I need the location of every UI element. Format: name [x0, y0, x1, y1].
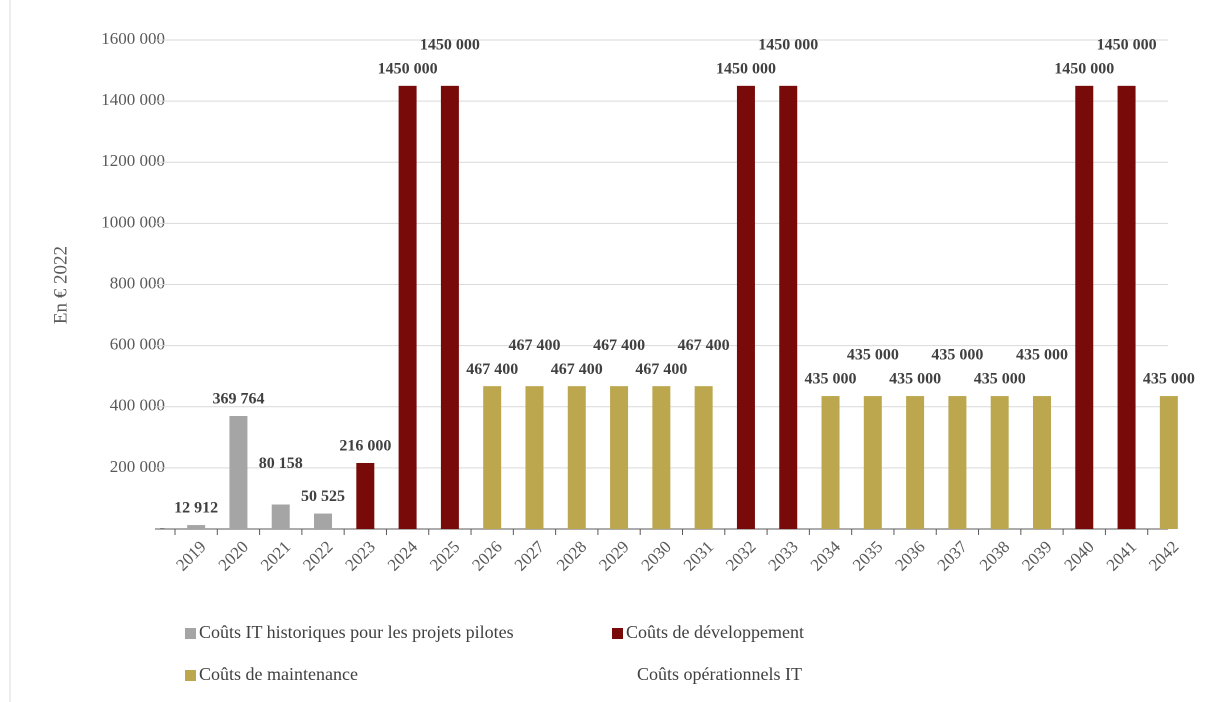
bar [694, 386, 713, 529]
data-label: 435 000 [974, 371, 1026, 388]
data-label: 80 158 [259, 455, 303, 472]
bar [271, 504, 290, 529]
y-tick-label: - [159, 518, 165, 537]
data-label: 50 525 [301, 488, 345, 505]
data-label: 12 912 [174, 500, 218, 517]
bar [610, 386, 629, 529]
data-label: 435 000 [931, 347, 983, 364]
bar [229, 415, 248, 529]
legend-label: Coûts IT historiques pour les projets pi… [199, 622, 514, 642]
y-tick-label: 600 000 [110, 335, 165, 354]
bar [906, 396, 925, 529]
x-tick-label: 2032 [722, 537, 759, 574]
data-label: 1450 000 [758, 37, 818, 54]
data-label: 216 000 [339, 438, 391, 455]
x-tick-label: 2021 [257, 537, 294, 574]
legend-label: Coûts de développement [626, 622, 804, 642]
data-label: 435 000 [1016, 347, 1068, 364]
data-label: 467 400 [593, 337, 645, 354]
y-tick-label: 800 000 [110, 273, 165, 292]
legend-swatch [612, 628, 623, 639]
data-label: 1450 000 [378, 61, 438, 78]
x-tick-label: 2039 [1018, 537, 1055, 574]
bar [483, 386, 502, 529]
y-tick-label: 400 000 [110, 396, 165, 415]
data-label: 1450 000 [1054, 61, 1114, 78]
x-tick-label: 2019 [172, 537, 209, 574]
bar [525, 386, 544, 529]
y-tick-label: 1600 000 [101, 29, 165, 48]
bar [652, 386, 671, 529]
data-label: 435 000 [805, 371, 857, 388]
data-label: 1450 000 [1097, 37, 1157, 54]
x-tick-label: 2037 [934, 537, 972, 575]
legend-swatch [185, 628, 196, 639]
bar [314, 513, 333, 529]
y-axis-label: En € 2022 [50, 246, 71, 324]
x-tick-label: 2040 [1060, 537, 1097, 574]
bar [821, 396, 840, 529]
bar [736, 85, 755, 529]
bar [187, 525, 206, 529]
bar [398, 85, 417, 529]
x-tick-label: 2030 [637, 537, 674, 574]
x-tick-label: 2023 [341, 537, 378, 574]
bar [1117, 85, 1136, 529]
data-label: 467 400 [551, 361, 603, 378]
y-tick-label: 1000 000 [101, 212, 165, 231]
legend-label: Coûts de maintenance [199, 664, 358, 684]
legend-label: Coûts opérationnels IT [637, 664, 802, 684]
legend-swatch [185, 670, 196, 681]
bar [440, 85, 459, 529]
bar [1032, 396, 1051, 529]
bar [948, 396, 967, 529]
x-tick-label: 2022 [299, 537, 336, 574]
x-tick-label: 2029 [595, 537, 632, 574]
data-label: 435 000 [847, 347, 899, 364]
data-label: 369 764 [212, 391, 264, 408]
y-tick-label: 200 000 [110, 457, 165, 476]
data-label: 435 000 [1143, 371, 1195, 388]
bar [779, 85, 798, 529]
bar [1159, 396, 1178, 529]
x-tick-label: 2033 [764, 537, 801, 574]
x-tick-label: 2024 [384, 537, 422, 575]
bar [990, 396, 1009, 529]
data-label: 1450 000 [420, 37, 480, 54]
x-tick-label: 2034 [807, 537, 845, 575]
data-label: 467 400 [678, 337, 730, 354]
bar [356, 462, 375, 529]
x-tick-label: 2026 [468, 537, 505, 574]
data-label: 467 400 [466, 361, 518, 378]
x-tick-label: 2020 [215, 537, 252, 574]
data-label: 467 400 [635, 361, 687, 378]
x-tick-label: 2042 [1145, 537, 1182, 574]
x-tick-label: 2027 [511, 537, 549, 575]
y-tick-label: 1400 000 [101, 90, 165, 109]
x-tick-label: 2036 [891, 537, 928, 574]
x-tick-label: 2031 [680, 537, 717, 574]
y-tick-label: 1200 000 [101, 151, 165, 170]
x-tick-label: 2025 [426, 537, 463, 574]
x-tick-label: 2041 [1103, 537, 1140, 574]
x-tick-label: 2028 [553, 537, 590, 574]
bar [863, 396, 882, 529]
x-tick-label: 2038 [976, 537, 1013, 574]
data-label: 467 400 [508, 337, 560, 354]
data-label: 435 000 [889, 371, 941, 388]
bar [1075, 85, 1094, 529]
x-tick-label: 2035 [849, 537, 886, 574]
data-label: 1450 000 [716, 61, 776, 78]
bar [567, 386, 586, 529]
